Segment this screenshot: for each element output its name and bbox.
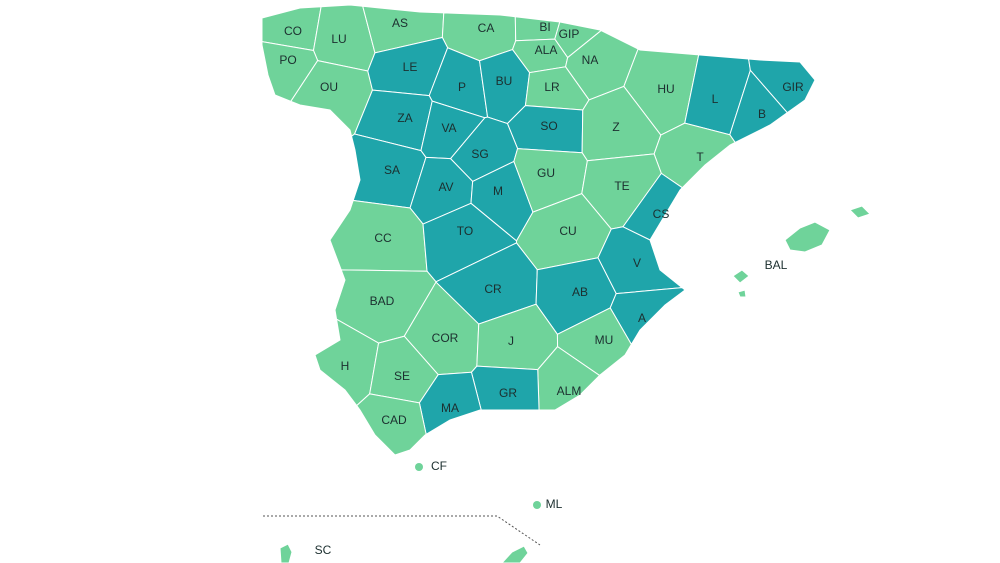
province bbox=[609, 287, 686, 346]
island bbox=[849, 205, 871, 219]
province-label: P bbox=[458, 80, 466, 94]
province-label: LE bbox=[403, 60, 418, 74]
province-label: BI bbox=[539, 20, 550, 34]
city-dot bbox=[533, 501, 541, 509]
province-label: ML bbox=[546, 497, 563, 511]
province-label: GR bbox=[499, 386, 517, 400]
province-label: CAD bbox=[381, 413, 407, 427]
province-label: BAL bbox=[765, 258, 788, 272]
province-label: BAD bbox=[370, 294, 395, 308]
canary-inset-border bbox=[263, 515, 541, 546]
province-label: H bbox=[341, 359, 350, 373]
province-label: HU bbox=[657, 82, 674, 96]
province-label: SA bbox=[384, 163, 400, 177]
province-label: CS bbox=[653, 207, 670, 221]
province-label: CF bbox=[431, 459, 447, 473]
province bbox=[261, 40, 319, 102]
province-label: AV bbox=[438, 180, 453, 194]
province-label: SE bbox=[394, 369, 410, 383]
province-label: L bbox=[712, 92, 719, 106]
province-label: J bbox=[508, 334, 514, 348]
province-label: T bbox=[696, 150, 704, 164]
province-label: GIP bbox=[559, 27, 580, 41]
province-label: LU bbox=[331, 32, 346, 46]
island bbox=[501, 545, 529, 563]
province-label: OU bbox=[320, 80, 338, 94]
province-label: ALM bbox=[557, 384, 582, 398]
province-label: V bbox=[633, 256, 641, 270]
island bbox=[279, 543, 293, 563]
province-label: NA bbox=[582, 53, 599, 67]
province-label: TO bbox=[457, 224, 473, 238]
province-label: CC bbox=[374, 231, 392, 245]
province-label: Z bbox=[612, 120, 619, 134]
city-dot bbox=[415, 463, 423, 471]
island bbox=[732, 269, 750, 284]
province-label: MA bbox=[441, 401, 459, 415]
province-label: A bbox=[638, 311, 646, 325]
island bbox=[737, 289, 747, 298]
province-label: GIR bbox=[782, 80, 804, 94]
province-label: ZA bbox=[397, 111, 412, 125]
province bbox=[356, 393, 427, 456]
province bbox=[514, 16, 561, 42]
provinces bbox=[261, 4, 816, 456]
province-label: LR bbox=[544, 80, 560, 94]
province-label: CU bbox=[559, 224, 576, 238]
province-label: BU bbox=[496, 74, 513, 88]
province-label: SO bbox=[540, 119, 557, 133]
province-label: MU bbox=[595, 333, 614, 347]
province-label: PO bbox=[279, 53, 296, 67]
province-label: VA bbox=[441, 121, 456, 135]
province-label: B bbox=[758, 107, 766, 121]
province-label: ALA bbox=[535, 43, 558, 57]
province-label: AS bbox=[392, 16, 408, 30]
island bbox=[784, 221, 831, 253]
province-label: AB bbox=[572, 285, 588, 299]
province-label: COR bbox=[432, 331, 459, 345]
province-label: M bbox=[493, 184, 503, 198]
province-label: TE bbox=[614, 179, 629, 193]
province-label: GU bbox=[537, 166, 555, 180]
province-label: SG bbox=[471, 147, 488, 161]
province-label: SC bbox=[315, 543, 332, 557]
province-label: CR bbox=[484, 282, 502, 296]
province-label: CA bbox=[478, 21, 495, 35]
province-label: CO bbox=[284, 24, 302, 38]
